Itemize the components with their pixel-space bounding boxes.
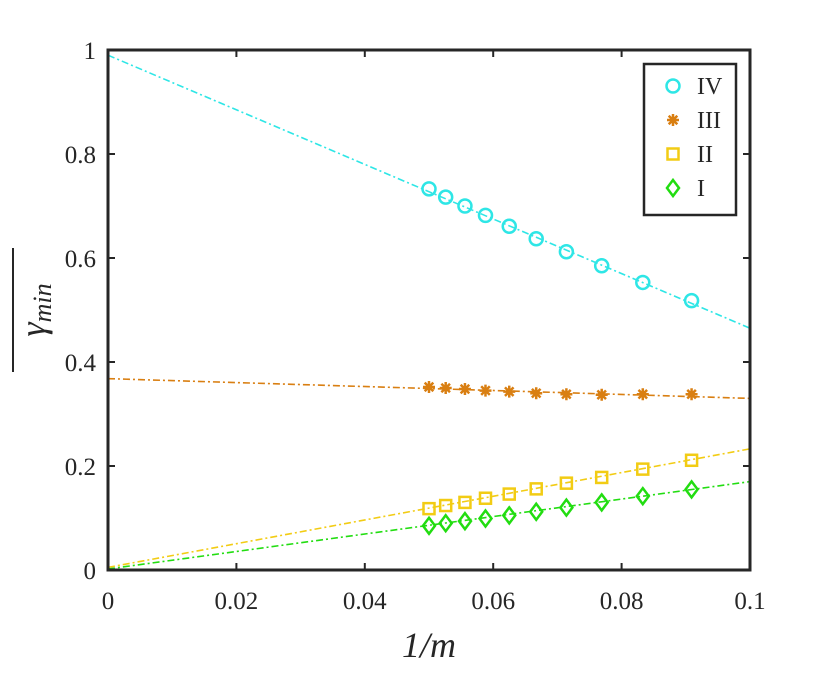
- point-i-3: [477, 508, 494, 529]
- point-iii-7: [595, 388, 608, 401]
- point-iv-8: [635, 274, 651, 291]
- x-axis-ticks: 0 0.02 0.04 0.06 0.08 0.1: [102, 50, 766, 615]
- point-ii-8: [636, 462, 650, 476]
- y-axis-label-text: γmin: [13, 283, 57, 336]
- legend-label-iv: IV: [697, 74, 723, 100]
- point-iii-3: [479, 384, 492, 397]
- legend-marker-ii: [666, 147, 680, 161]
- point-ii-0: [422, 501, 436, 516]
- point-iv-5: [528, 231, 544, 247]
- point-i-2: [457, 511, 473, 532]
- legend-label-ii: II: [697, 142, 713, 168]
- legend-marker-iii: [667, 114, 679, 126]
- point-iii-0: [423, 380, 435, 393]
- y-tick-label-4: 0.8: [65, 142, 96, 169]
- point-iv-7: [593, 258, 610, 274]
- point-i-1: [438, 513, 454, 534]
- point-iii-8: [636, 388, 649, 401]
- y-axis-label: γmin: [12, 248, 57, 372]
- point-iv-4: [501, 218, 517, 235]
- point-i-6: [558, 497, 574, 518]
- y-tick-label-1: 0.2: [65, 454, 96, 481]
- point-iii-9: [685, 388, 698, 401]
- series-iv: [421, 181, 700, 309]
- point-iii-4: [503, 385, 516, 398]
- point-iv-0: [421, 181, 437, 197]
- point-iv-6: [558, 244, 575, 260]
- point-iv-3: [477, 207, 494, 224]
- y-tick-label-2: 0.4: [65, 350, 97, 377]
- fit-line-ii: [107, 448, 751, 569]
- point-iii-6: [560, 388, 573, 401]
- point-ii-1: [438, 498, 453, 513]
- data-points: [421, 181, 700, 536]
- point-ii-2: [458, 495, 472, 510]
- point-i-8: [635, 486, 651, 507]
- legend-item-iv: IV: [665, 74, 723, 100]
- x-tick-label-5: 0.1: [734, 588, 765, 615]
- point-i-9: [684, 479, 700, 500]
- point-iii-5: [530, 387, 543, 400]
- y-axis-ticks: 0 0.2 0.4 0.6 0.8 1: [65, 38, 750, 585]
- series-iii: [423, 380, 698, 401]
- legend-marker-i: [665, 177, 681, 199]
- legend-marker-iv: [665, 78, 681, 94]
- y-tick-label-3: 0.6: [65, 246, 96, 273]
- x-tick-label-4: 0.08: [600, 588, 644, 615]
- x-tick-label-1: 0.02: [215, 588, 259, 615]
- legend-item-iii: III: [667, 108, 721, 134]
- x-tick-label-3: 0.06: [471, 588, 515, 615]
- point-iv-2: [457, 198, 473, 214]
- fit-line-iv: [107, 54, 751, 329]
- legend-label-iii: III: [697, 108, 721, 134]
- x-tick-label-2: 0.04: [343, 588, 387, 615]
- y-tick-label-5: 1: [84, 38, 97, 65]
- point-iii-2: [458, 383, 471, 396]
- y-tick-label-0: 0: [84, 558, 97, 585]
- point-i-7: [594, 492, 610, 513]
- series-ii: [422, 453, 699, 516]
- point-i-5: [528, 501, 544, 522]
- plot-frame: [106, 48, 752, 572]
- point-ii-7: [594, 470, 609, 485]
- point-iv-1: [437, 189, 454, 205]
- point-i-0: [421, 515, 437, 536]
- x-axis-label: 1/m: [402, 625, 456, 665]
- legend-item-i: I: [665, 176, 705, 202]
- point-i-4: [501, 505, 517, 526]
- series-i: [421, 479, 700, 536]
- point-ii-6: [559, 476, 574, 490]
- legend-label-i: I: [697, 176, 705, 202]
- point-ii-5: [529, 482, 543, 496]
- point-iii-1: [439, 382, 452, 394]
- point-iv-9: [683, 292, 700, 309]
- point-ii-9: [684, 453, 699, 468]
- legend-item-ii: II: [666, 142, 713, 168]
- point-ii-4: [502, 487, 516, 501]
- x-tick-label-0: 0: [102, 588, 115, 615]
- legend-box: [642, 62, 738, 217]
- point-ii-3: [478, 491, 493, 505]
- fit-line-i: [107, 480, 751, 570]
